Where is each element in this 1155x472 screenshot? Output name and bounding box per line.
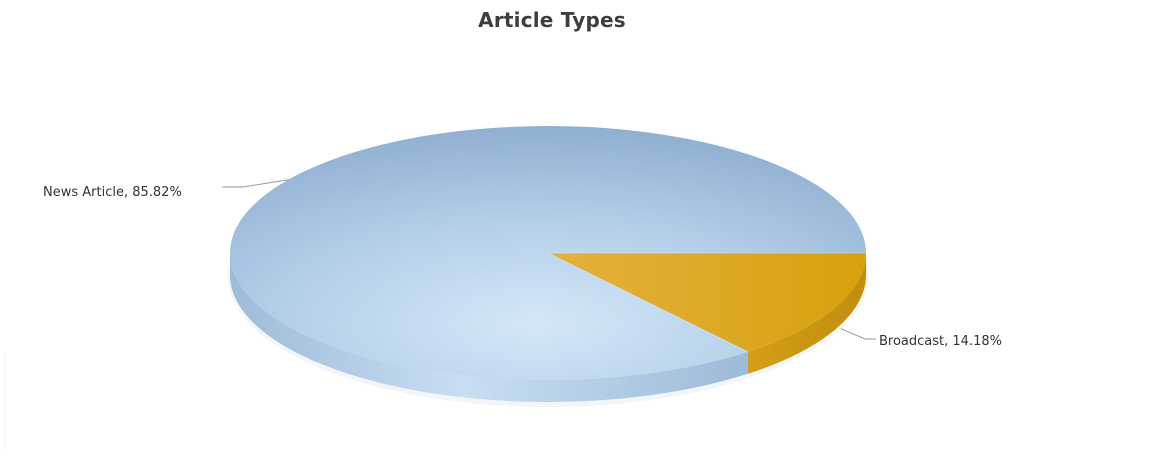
chart-title: Article Types bbox=[478, 8, 626, 32]
leader-line-broadcast bbox=[840, 328, 876, 340]
pie-slice-news bbox=[230, 126, 866, 381]
pie-side-broadcast bbox=[747, 253, 866, 374]
pie-slice-broadcast bbox=[548, 253, 866, 352]
pie-label-broadcast: Broadcast, 14.18% bbox=[879, 334, 1002, 349]
slice-divider bbox=[547, 252, 749, 353]
left-border-line bbox=[5, 352, 6, 450]
pie-side-news bbox=[230, 253, 748, 402]
pie-label-news-article: News Article, 85.82% bbox=[43, 185, 182, 200]
leader-line-news-article bbox=[222, 179, 290, 188]
